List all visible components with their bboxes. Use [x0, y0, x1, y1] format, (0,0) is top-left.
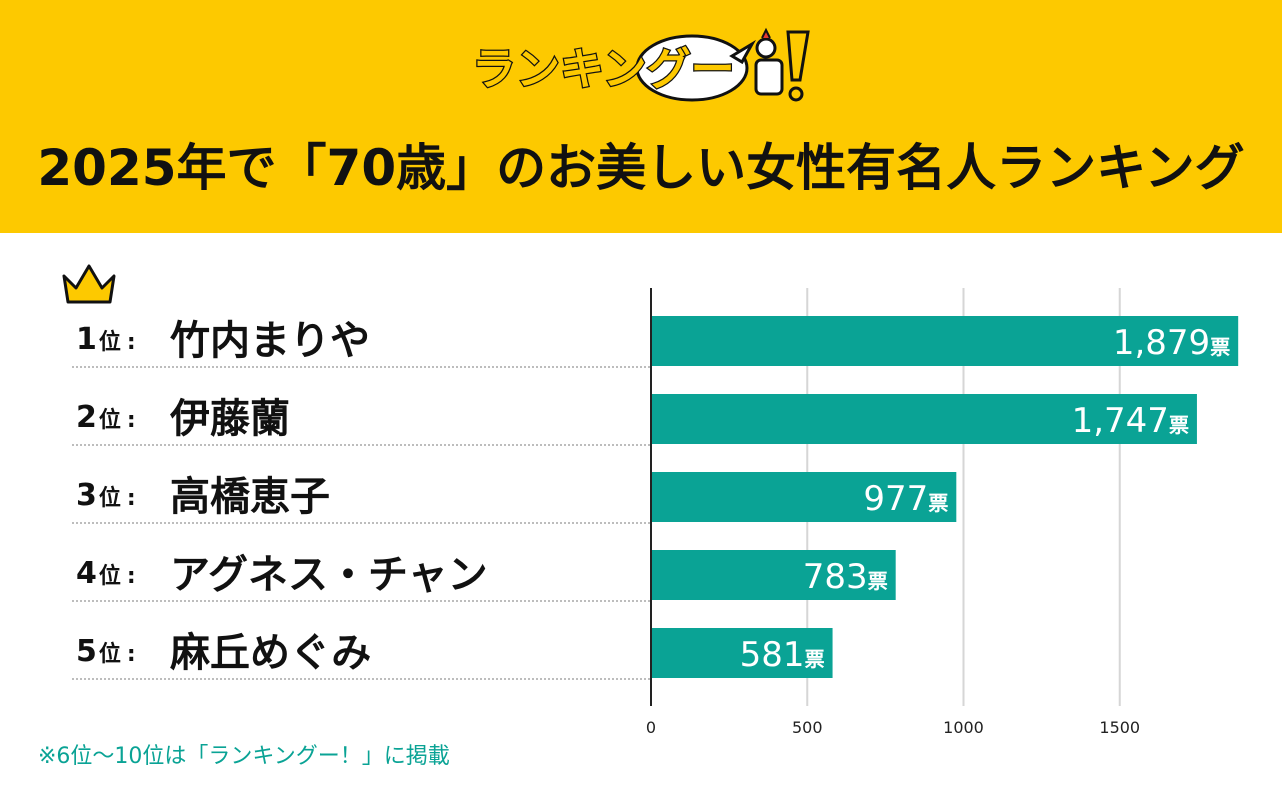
- rank-digit: 2: [76, 400, 97, 435]
- bar: [651, 550, 896, 600]
- rank-name: 竹内まりや: [170, 318, 370, 364]
- rank-number: 5位:: [76, 634, 136, 669]
- rank-suffix: 位: [98, 642, 121, 667]
- rank-colon: :: [126, 408, 136, 433]
- rank-name: 高橋恵子: [170, 474, 330, 520]
- rank-number: 1位:: [76, 322, 136, 357]
- bar: [651, 316, 1239, 366]
- rank-digit: 1: [76, 322, 97, 357]
- ranking-row: 5位: 麻丘めぐみ: [72, 602, 650, 680]
- ranking-goo-logo: ランキングー: [471, 27, 810, 102]
- rank-colon: :: [126, 330, 136, 355]
- page-title: 2025年で「70歳」のお美しい女性有名人ランキング: [37, 139, 1245, 197]
- rank-number: 3位:: [76, 478, 136, 513]
- bar-value-label: 1,879票: [1113, 323, 1230, 363]
- rank-number: 2位:: [76, 400, 136, 435]
- bar-value-label: 581票: [740, 635, 825, 675]
- x-tick-label: 1500: [1099, 718, 1140, 737]
- rank-number: 4位:: [76, 556, 136, 591]
- rank-colon: :: [126, 486, 136, 511]
- rank-name: アグネス・チャン: [170, 552, 488, 598]
- header-banner: ランキングー 2025年で「70歳」のお美しい女性有名人ランキング: [0, 0, 1282, 233]
- ranking-row: 4位: アグネス・チャン: [72, 524, 650, 602]
- ranking-row: 3位: 高橋恵子: [72, 446, 650, 524]
- rank-suffix: 位: [98, 486, 121, 511]
- rank-suffix: 位: [98, 330, 121, 355]
- bar: [651, 472, 957, 522]
- bar-value-label: 783票: [803, 557, 888, 597]
- bar: [651, 628, 833, 678]
- ranking-row: 2位: 伊藤蘭: [72, 368, 650, 446]
- x-tick-label: 1000: [943, 718, 984, 737]
- rank-name: 麻丘めぐみ: [170, 630, 372, 676]
- rank-colon: :: [126, 642, 136, 667]
- x-tick-label: 500: [792, 718, 823, 737]
- rank-suffix: 位: [98, 408, 121, 433]
- x-tick-label: 0: [646, 718, 656, 737]
- rank-digit: 3: [76, 478, 97, 513]
- bar-value-label: 977票: [863, 479, 948, 519]
- rank-suffix: 位: [98, 564, 121, 589]
- ranking-row: 1位: 竹内まりや: [72, 290, 650, 368]
- rank-name: 伊藤蘭: [170, 396, 290, 442]
- footnote: ※6位〜10位は「ランキングー！」に掲載: [38, 744, 450, 769]
- bar-value-label: 1,747票: [1072, 401, 1189, 441]
- logo-text: ランキングー: [472, 44, 735, 95]
- rank-colon: :: [126, 564, 136, 589]
- crown-icon: [62, 264, 116, 304]
- rank-digit: 5: [76, 634, 97, 669]
- bar: [651, 394, 1197, 444]
- rank-digit: 4: [76, 556, 97, 591]
